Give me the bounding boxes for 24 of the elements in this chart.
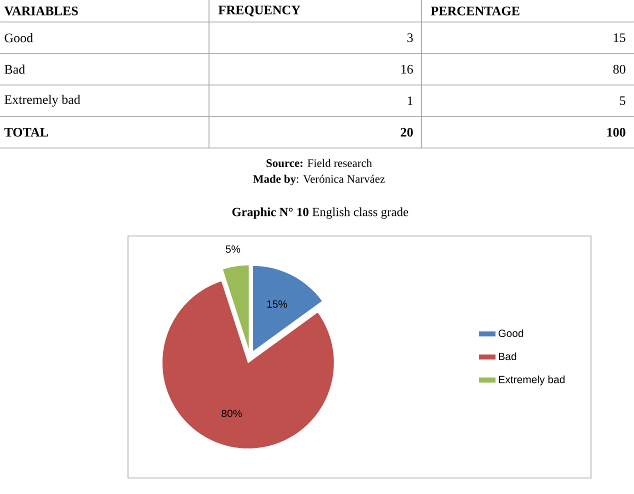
legend-label: Bad [498, 352, 516, 360]
data-label: 16 [401, 64, 413, 74]
chart-title: Graphic N° 10 English class grade [232, 207, 408, 219]
text: FREQUENCY [218, 6, 300, 16]
category-label: TOTAL [4, 128, 48, 137]
data-label: 20 [400, 128, 413, 137]
data-label: 5 [620, 96, 626, 106]
category-label: Good [4, 33, 33, 42]
category-label: Bad [4, 64, 25, 74]
data-label: 5% [226, 245, 240, 253]
legend-label: Extremely bad [498, 376, 565, 386]
category-label: Extremely bad [4, 94, 80, 107]
data-label: 100 [607, 128, 626, 137]
text: VARIABLES [4, 6, 78, 16]
text: Source: Field research [266, 158, 372, 168]
data-label: 3 [407, 33, 413, 42]
data-label: 80% [222, 410, 242, 418]
data-label: 15% [267, 300, 288, 308]
legend-label: Good [498, 329, 524, 338]
text: PERCENTAGE [430, 6, 520, 16]
text: Made by: Verónica Narváez [253, 174, 385, 186]
data-label: 1 [408, 96, 413, 106]
data-label: 15 [614, 33, 626, 42]
data-label: 80 [613, 64, 626, 74]
